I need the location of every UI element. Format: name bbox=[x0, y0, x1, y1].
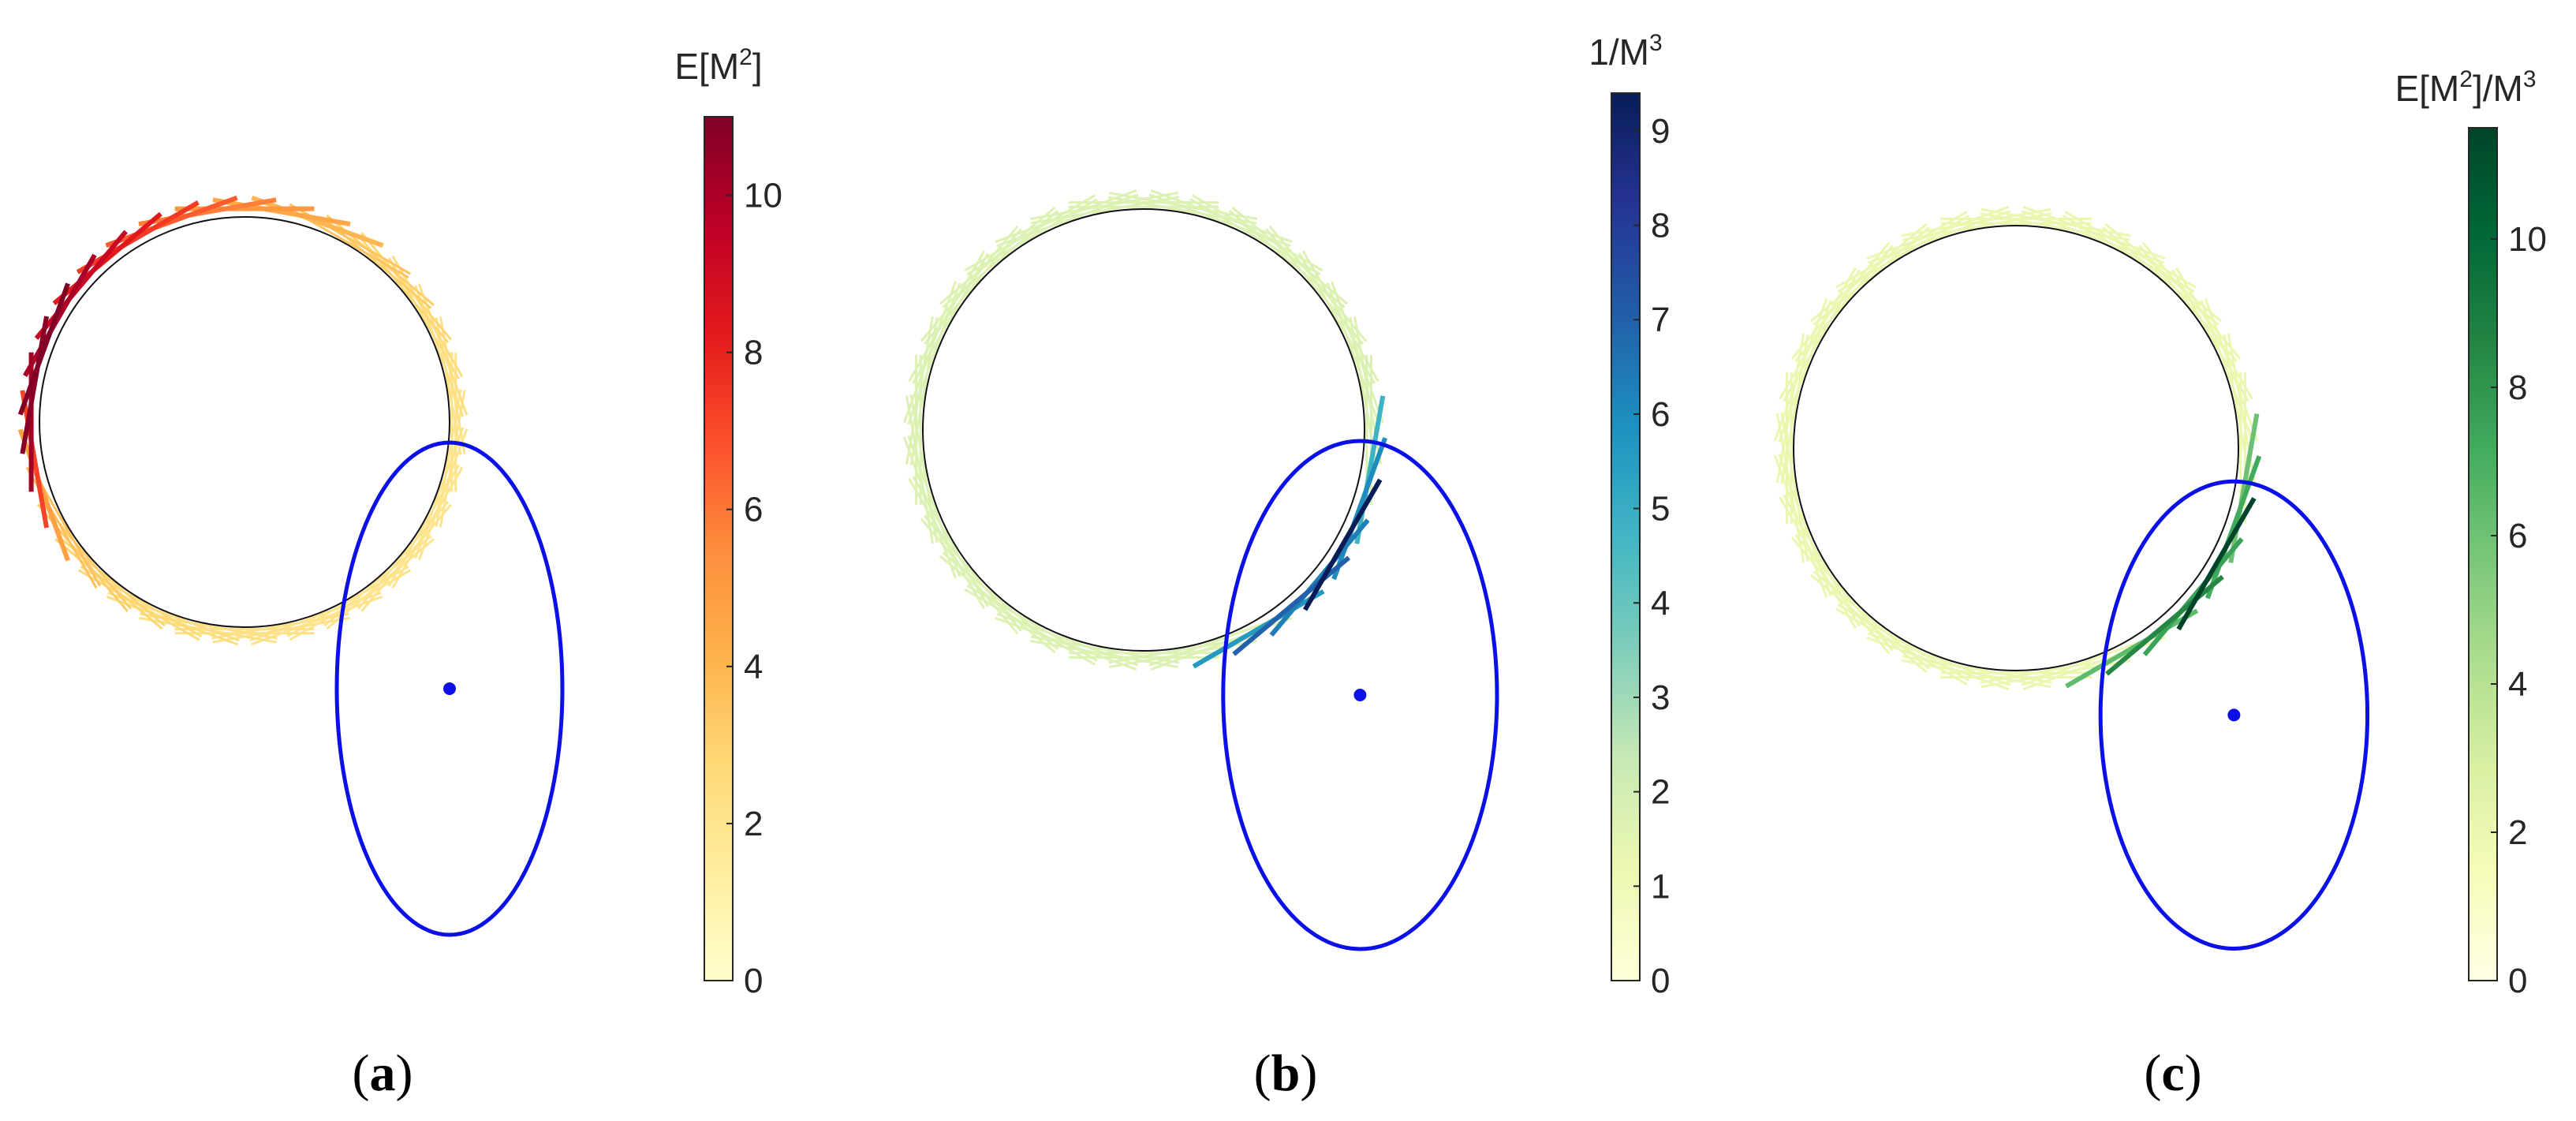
panel-c-colorbar-ticks: 0 2 4 6 8 10 bbox=[2491, 220, 2547, 1000]
colorbar-tick-label: 5 bbox=[1651, 490, 1670, 529]
tangent-segment bbox=[2105, 574, 2224, 676]
tangent-segment bbox=[1269, 518, 1370, 637]
tangent-segment bbox=[2205, 455, 2262, 600]
panel-c-ellipse bbox=[2098, 479, 2370, 951]
colorbar-tick-label: 2 bbox=[1651, 773, 1670, 812]
colorbar-tick-label: 0 bbox=[744, 962, 763, 1000]
panel-b-colorbar-ticks: 0 1 2 3 4 5 6 7 8 9 bbox=[1633, 112, 1670, 1000]
colorbar-tick-label: 2 bbox=[744, 805, 763, 843]
tangent-segment bbox=[212, 197, 351, 227]
colorbar-tick-label: 6 bbox=[1651, 395, 1670, 434]
panel-c: 0 2 4 6 8 10 E[M2]/M3 (c) bbox=[1773, 66, 2547, 1102]
panel-b-colorbar-bar bbox=[1611, 92, 1641, 981]
panel-b-segments bbox=[903, 189, 1388, 671]
tangent-segment bbox=[1775, 413, 1805, 563]
panel-a-ellipse bbox=[334, 440, 565, 937]
tangent-segment bbox=[907, 435, 961, 577]
colorbar-tick-label: 0 bbox=[1651, 962, 1670, 1000]
tangent-segment bbox=[2176, 497, 2257, 631]
panel-c-colorbar-title: E[M2]/M3 bbox=[2395, 66, 2536, 109]
colorbar-tick-label: 6 bbox=[744, 491, 763, 529]
colorbar-tick-label: 2 bbox=[2508, 813, 2527, 852]
colorbar-tick-label: 8 bbox=[744, 334, 763, 372]
tangent-segment bbox=[138, 197, 277, 227]
panel-a-label: (a) bbox=[353, 1044, 413, 1102]
tangent-segment bbox=[76, 200, 200, 275]
tangent-segment bbox=[17, 282, 70, 416]
tangent-segment bbox=[2142, 537, 2244, 656]
panel-a-colorbar-title: E[M2] bbox=[674, 44, 762, 87]
tangent-segment bbox=[2065, 608, 2199, 689]
panel-c-segments bbox=[1773, 205, 2262, 691]
colorbar-tick-label: 1 bbox=[1651, 867, 1670, 906]
panel-a-center-point bbox=[443, 682, 456, 695]
panel-c-colorbar: 0 2 4 6 8 10 E[M2]/M3 bbox=[2395, 66, 2546, 1000]
tangent-segment bbox=[52, 211, 162, 305]
tangent-segment bbox=[1780, 412, 1809, 562]
tangent-segment bbox=[1232, 555, 1351, 656]
tangent-segment bbox=[2228, 413, 2260, 563]
panel-c-center-point bbox=[2227, 708, 2241, 722]
tangent-segment bbox=[20, 390, 50, 529]
panel-b-ellipse bbox=[1221, 439, 1499, 951]
panel-b-label: (b) bbox=[1254, 1044, 1318, 1102]
panel-a-segments bbox=[17, 195, 469, 646]
panel-a-colorbar-bar bbox=[704, 116, 734, 981]
tangent-segment bbox=[1302, 478, 1383, 611]
tangent-segment bbox=[1192, 589, 1325, 669]
tangent-segment bbox=[251, 195, 384, 248]
panel-b: 0 1 2 3 4 5 6 7 8 9 1/M3 (b) bbox=[903, 30, 1670, 1102]
panel-b-colorbar: 0 1 2 3 4 5 6 7 8 9 1/M3 bbox=[1589, 30, 1670, 1000]
colorbar-tick-label: 10 bbox=[2508, 220, 2547, 259]
tangent-segment bbox=[905, 395, 934, 544]
panel-c-label: (c) bbox=[2144, 1044, 2201, 1102]
colorbar-tick-label: 4 bbox=[2508, 665, 2527, 704]
panel-c-colorbar-bar bbox=[2468, 127, 2498, 981]
panel-b-reference-circle bbox=[922, 208, 1365, 652]
panel-c-reference-circle bbox=[1793, 225, 2239, 671]
colorbar-tick-label: 9 bbox=[1651, 112, 1670, 151]
panel-a-reference-circle bbox=[39, 216, 450, 628]
colorbar-tick-label: 3 bbox=[1651, 678, 1670, 717]
tangent-segment bbox=[34, 230, 128, 340]
panel-b-center-point bbox=[1353, 689, 1367, 701]
colorbar-tick-label: 10 bbox=[744, 177, 782, 215]
tangent-segment bbox=[20, 316, 50, 454]
panel-a-colorbar-ticks: 0 2 4 6 8 10 bbox=[726, 177, 782, 1000]
tangent-segment bbox=[1354, 395, 1386, 544]
colorbar-tick-label: 0 bbox=[2508, 962, 2527, 1000]
tangent-segment bbox=[909, 394, 939, 544]
colorbar-tick-label: 4 bbox=[1651, 584, 1670, 622]
tangent-segment bbox=[105, 195, 238, 248]
tangent-segment bbox=[17, 428, 70, 562]
colorbar-tick-label: 6 bbox=[2508, 517, 2527, 555]
tangent-segment bbox=[1331, 437, 1388, 581]
colorbar-tick-label: 8 bbox=[2508, 368, 2527, 407]
colorbar-tick-label: 7 bbox=[1651, 301, 1670, 339]
tangent-segment bbox=[23, 253, 97, 377]
panel-b-colorbar-title: 1/M3 bbox=[1589, 30, 1662, 73]
tangent-segment bbox=[1778, 453, 1832, 597]
colorbar-tick-label: 8 bbox=[1651, 207, 1670, 245]
panel-a-colorbar: 0 2 4 6 8 10 E[M2] bbox=[674, 44, 782, 1000]
colorbar-tick-label: 4 bbox=[744, 648, 763, 686]
panel-a: 0 2 4 6 8 10 E[M2] (a) bbox=[17, 44, 782, 1102]
